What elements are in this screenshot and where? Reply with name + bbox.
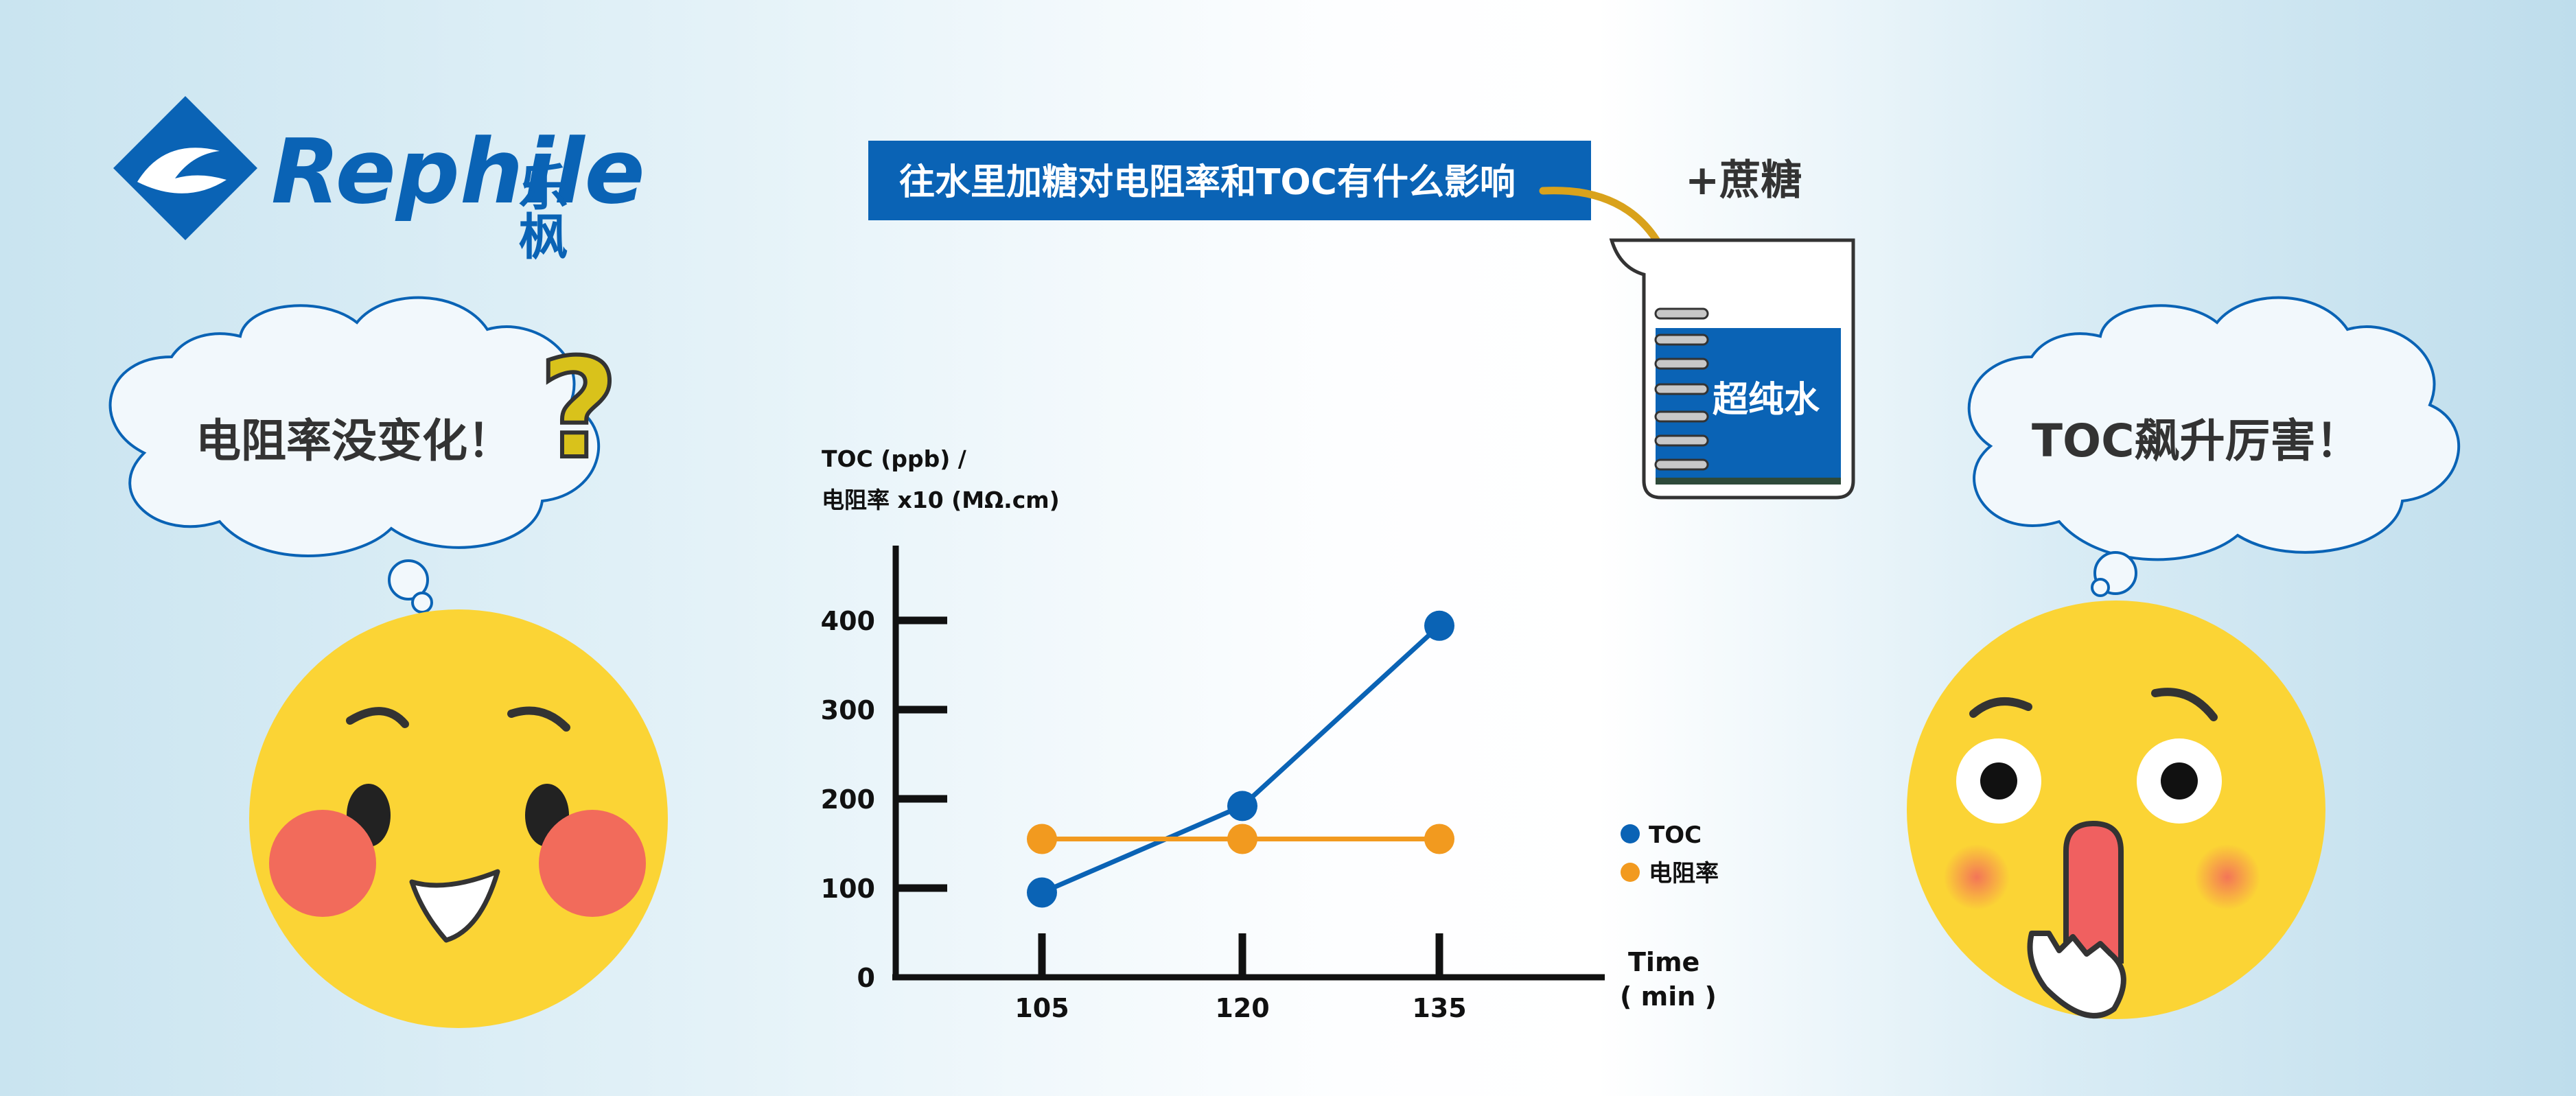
rephile-logo: Rephile 乐枫 — [113, 96, 645, 260]
y-tick-label: 300 — [821, 695, 875, 725]
chart-marks: 0 100 200 300 400 105 120 135 TOC 电阻率 — [821, 606, 1719, 1023]
question-banner — [868, 141, 1591, 220]
beaker-label: 超纯水 — [1713, 380, 1820, 421]
y-tick-label: 200 — [821, 784, 875, 815]
left-thought-text: 电阻率没变化！ — [196, 415, 513, 467]
logo-diamond-icon — [113, 96, 257, 240]
brand-name-cn: 乐枫 — [510, 161, 568, 260]
legend-label: 电阻率 — [1649, 860, 1719, 887]
data-point — [1027, 824, 1057, 854]
x-axis-label-line2: ( min ) — [1620, 981, 1717, 1012]
question-mark-icon: ? — [539, 329, 618, 489]
right-thought-text: TOC飙升厉害！ — [2032, 415, 2361, 467]
y-tick-label: 0 — [857, 963, 875, 993]
y-axis-label-line2: 电阻率 x10 (MΩ.cm) — [822, 487, 1060, 513]
shocked-face-icon — [1907, 601, 2325, 1019]
data-point — [1424, 610, 1454, 641]
x-axis-label: Time — [1628, 947, 1699, 977]
legend-marker — [1621, 863, 1640, 882]
legend-marker — [1621, 824, 1640, 843]
happy-face-icon — [249, 609, 668, 1028]
x-tick-label: 120 — [1215, 993, 1269, 1023]
data-point — [1027, 877, 1057, 908]
y-tick-label: 100 — [821, 874, 875, 904]
right-thought-cloud — [1967, 296, 2461, 597]
data-point — [1424, 824, 1454, 854]
legend-label: TOC — [1649, 821, 1702, 849]
left-thought-cloud — [108, 296, 601, 614]
x-tick-label: 135 — [1412, 993, 1466, 1023]
data-point — [1227, 791, 1257, 821]
data-point — [1227, 824, 1257, 854]
brand-name: Rephile — [271, 119, 645, 224]
beaker-icon: 超纯水 — [1609, 238, 1855, 500]
x-tick-label: 105 — [1014, 993, 1069, 1023]
sucrose-label: +蔗糖 — [1685, 156, 1802, 205]
y-axis-label: TOC (ppb) / — [822, 445, 967, 472]
question-banner-text: 往水里加糖对电阻率和TOC有什么影响 — [899, 162, 1516, 203]
chart: TOC (ppb) / 电阻率 x10 (MΩ.cm) 0 100 200 300 40… — [821, 445, 1719, 1023]
y-tick-label: 400 — [821, 606, 875, 636]
